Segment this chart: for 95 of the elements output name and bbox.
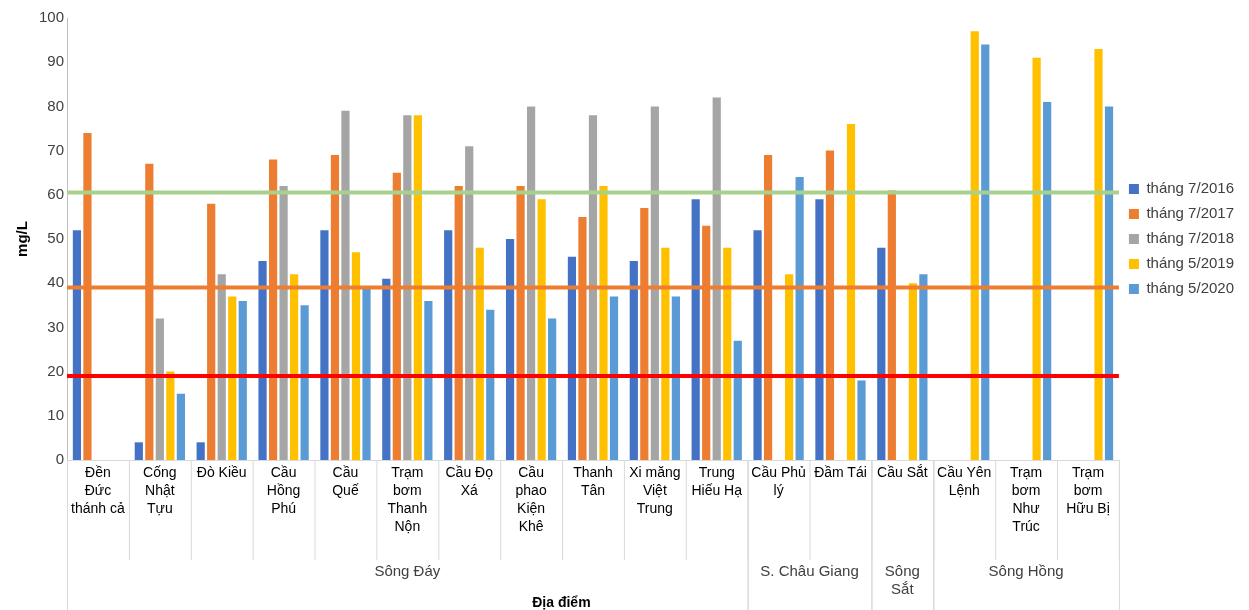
y-tick-label: 40	[47, 273, 65, 291]
bar	[526, 106, 536, 460]
bar	[176, 393, 185, 460]
bar	[166, 371, 175, 460]
bar	[629, 261, 638, 460]
x-axis-title: Địa điểm	[532, 593, 591, 610]
x-tick-label: Đầm Tái	[814, 463, 867, 480]
text: Sông Sắt	[884, 562, 920, 598]
bar	[733, 340, 742, 460]
bar	[908, 283, 917, 460]
x-tick-label: Cầu Đọ Xá	[445, 463, 494, 498]
bar	[537, 199, 546, 460]
x-tick-label: Thanh Tân	[573, 463, 613, 498]
x-tick-label: Đền Đức thánh cả	[71, 463, 126, 516]
bar	[505, 239, 515, 460]
bar	[723, 247, 732, 460]
bar	[661, 247, 670, 460]
y-tick-label: 30	[47, 317, 65, 335]
bar	[413, 115, 422, 460]
bar	[196, 442, 205, 460]
bar	[712, 97, 721, 460]
bar	[650, 106, 659, 460]
bar	[1094, 48, 1103, 460]
y-tick-label: 50	[47, 229, 65, 247]
bar	[548, 318, 557, 460]
bar	[290, 274, 299, 460]
bar	[1043, 101, 1052, 460]
bar	[970, 31, 979, 460]
bar	[403, 115, 412, 460]
x-tick-label: Cầu Quế	[332, 463, 359, 498]
bar	[155, 318, 164, 460]
x-tick-label: Xi măng Việt Trung	[629, 463, 681, 516]
y-axis-title: mg/L	[13, 221, 31, 257]
bar	[567, 256, 577, 460]
x-tick-label: Đò Kiều	[196, 463, 247, 480]
bar	[72, 230, 82, 460]
x-tick-label: Cầu Phủ lý	[751, 463, 806, 498]
bar	[691, 199, 700, 460]
text: Sông Hồng	[988, 562, 1064, 580]
bar	[609, 296, 619, 460]
legend-label: tháng 7/2018	[1146, 229, 1235, 247]
bar	[134, 442, 143, 460]
bar	[1104, 106, 1114, 460]
bar	[341, 110, 350, 460]
bar	[465, 146, 474, 460]
bar	[424, 300, 433, 460]
bar	[228, 296, 237, 460]
bar	[846, 124, 856, 460]
bar	[300, 305, 309, 460]
bar	[1032, 57, 1041, 460]
x-tick-label: Trạm bơm Hữu Bị	[1066, 463, 1110, 516]
bar	[981, 44, 990, 460]
bar	[217, 274, 226, 460]
text: S. Châu Giang	[760, 562, 859, 580]
x-tick-label: Cống Nhật Tựu	[143, 463, 177, 516]
x-tick-label: Cầu phao Kiện Khê	[515, 463, 547, 534]
text: Sông Đáy	[374, 562, 441, 580]
legend-label: tháng 5/2019	[1146, 254, 1235, 272]
x-tick-label: Cầu Sắt	[877, 463, 928, 480]
bar	[238, 300, 247, 460]
bar	[785, 274, 794, 460]
y-tick-label: 70	[47, 140, 65, 158]
bar	[444, 230, 453, 460]
y-tick-label: 60	[47, 184, 65, 202]
legend-label: tháng 7/2016	[1146, 179, 1235, 197]
y-tick-label: 100	[39, 8, 65, 26]
bar	[877, 247, 886, 460]
bar	[795, 177, 804, 460]
bar	[599, 185, 608, 460]
bar	[486, 309, 495, 460]
bar	[351, 252, 361, 460]
bar	[475, 247, 484, 460]
x-tick-label: Trung Hiếu Hạ	[691, 463, 743, 498]
bar	[753, 230, 762, 460]
bar	[857, 380, 866, 460]
y-tick-label: 0	[55, 450, 65, 468]
y-tick-label: 80	[47, 96, 65, 114]
x-tick-label: Cầu Yên Lệnh	[937, 463, 992, 498]
bar	[258, 261, 267, 460]
legend-label: tháng 7/2017	[1146, 204, 1235, 222]
bar	[279, 185, 288, 460]
legend-label: tháng 5/2020	[1146, 279, 1235, 297]
y-tick-label: 10	[47, 405, 65, 423]
bar	[320, 230, 329, 460]
bar	[382, 278, 391, 460]
bar	[671, 296, 680, 460]
bar	[362, 287, 371, 460]
bar	[815, 199, 824, 460]
bar	[919, 274, 928, 460]
x-tick-label: Cầu Hồng Phú	[266, 463, 301, 516]
y-tick-label: 20	[47, 361, 65, 379]
bar	[588, 115, 598, 460]
x-tick-label: Trạm bơm Thanh Nộn	[387, 463, 428, 534]
y-tick-label: 90	[47, 52, 65, 70]
x-tick-label: Trạm bơm Như Trúc	[1010, 463, 1043, 534]
